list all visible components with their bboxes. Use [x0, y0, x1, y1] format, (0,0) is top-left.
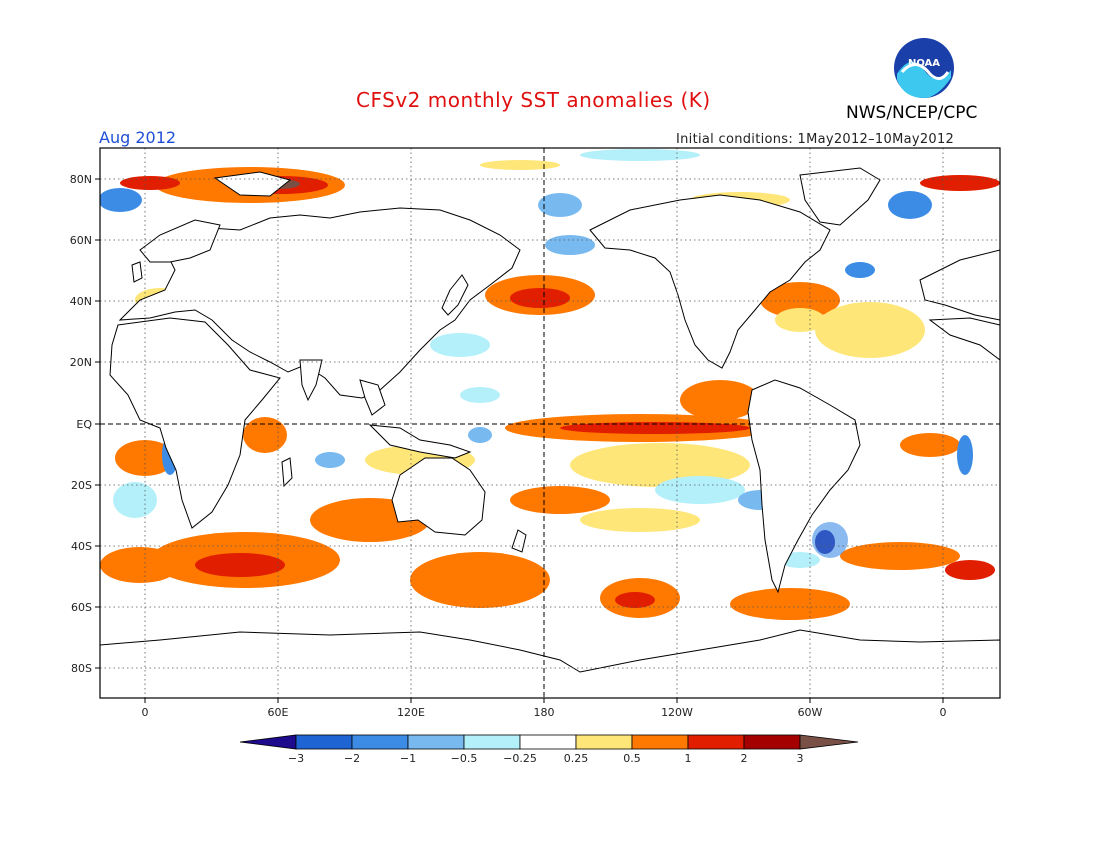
colorbar-tick-label: −0.25	[503, 752, 537, 765]
colorbar-tick-label: −0.5	[450, 752, 478, 765]
land-masses	[100, 167, 1000, 698]
north-america	[589, 194, 831, 369]
indonesia	[368, 424, 472, 459]
colorbar	[239, 734, 859, 750]
colorbar-tick-label: 3	[796, 752, 804, 765]
arctic-islands	[213, 171, 292, 197]
lon-label: 0	[141, 706, 149, 719]
lon-label: 120W	[661, 706, 693, 719]
equator-dateline	[100, 148, 1000, 698]
colorbar-tick-label: 0.5	[623, 752, 641, 765]
colorbar-tick-label: −3	[287, 752, 305, 765]
europe-north	[139, 219, 221, 263]
colorbar-tick-label: 2	[740, 752, 748, 765]
forecast-month: Aug 2012	[99, 128, 177, 147]
britain	[131, 261, 143, 283]
axis-ticks	[95, 178, 944, 703]
graticule	[100, 148, 1000, 698]
colorbar-swatch-10	[799, 734, 859, 750]
colorbar-swatch-4	[463, 734, 521, 750]
org-label: NWS/NCEP/CPC	[846, 103, 978, 123]
colorbar-swatch-0	[239, 734, 297, 750]
colorbar-tick-label: 0.25	[563, 752, 589, 765]
colorbar-swatch-2	[351, 734, 409, 750]
australia	[391, 457, 486, 536]
south-america	[747, 379, 861, 594]
lat-label: 60S	[71, 601, 92, 614]
lat-label: 40N	[69, 295, 92, 308]
lat-label: 20S	[71, 479, 92, 492]
new-zealand	[511, 529, 527, 553]
colorbar-swatch-3	[407, 734, 465, 750]
sst-map	[100, 148, 1000, 698]
colorbar-swatch-9	[743, 734, 801, 750]
colorbar-swatch-6	[575, 734, 633, 750]
colorbar-swatch-7	[631, 734, 689, 750]
colorbar-tick-label: −2	[343, 752, 361, 765]
colorbar-tick-label: 1	[684, 752, 692, 765]
india-peninsula	[299, 359, 323, 402]
colorbar-swatch-1	[295, 734, 353, 750]
map-frame	[99, 147, 1001, 699]
colorbar-tick-label: −1	[399, 752, 417, 765]
japan	[441, 274, 469, 316]
noaa-logo: NOAA	[894, 38, 954, 98]
colorbar-swatch-5	[519, 734, 577, 750]
lon-label: 120E	[397, 706, 425, 719]
lat-label: 20N	[69, 356, 92, 369]
antarctica	[100, 629, 1000, 698]
madagascar	[281, 457, 293, 488]
greenland	[799, 167, 881, 226]
lon-label: 0	[939, 706, 947, 719]
africa	[109, 317, 281, 529]
lat-label: EQ	[76, 418, 92, 431]
colorbar-swatch-8	[687, 734, 745, 750]
initial-conditions: Initial conditions: 1May2012–10May2012	[676, 132, 955, 147]
lat-label: 40S	[71, 540, 92, 553]
chart-title: CFSv2 monthly SST anomalies (K)	[356, 88, 711, 112]
lat-label: 60N	[69, 234, 92, 247]
africa-dup-east	[928, 317, 1000, 361]
indochina	[359, 379, 386, 416]
lon-label: 60W	[797, 706, 823, 719]
lon-label: 180	[533, 706, 555, 719]
lon-label: 60E	[267, 706, 289, 719]
lat-label: 80S	[71, 662, 92, 675]
noaa-logo-text: NOAA	[908, 58, 940, 69]
lat-label: 80N	[69, 173, 92, 186]
